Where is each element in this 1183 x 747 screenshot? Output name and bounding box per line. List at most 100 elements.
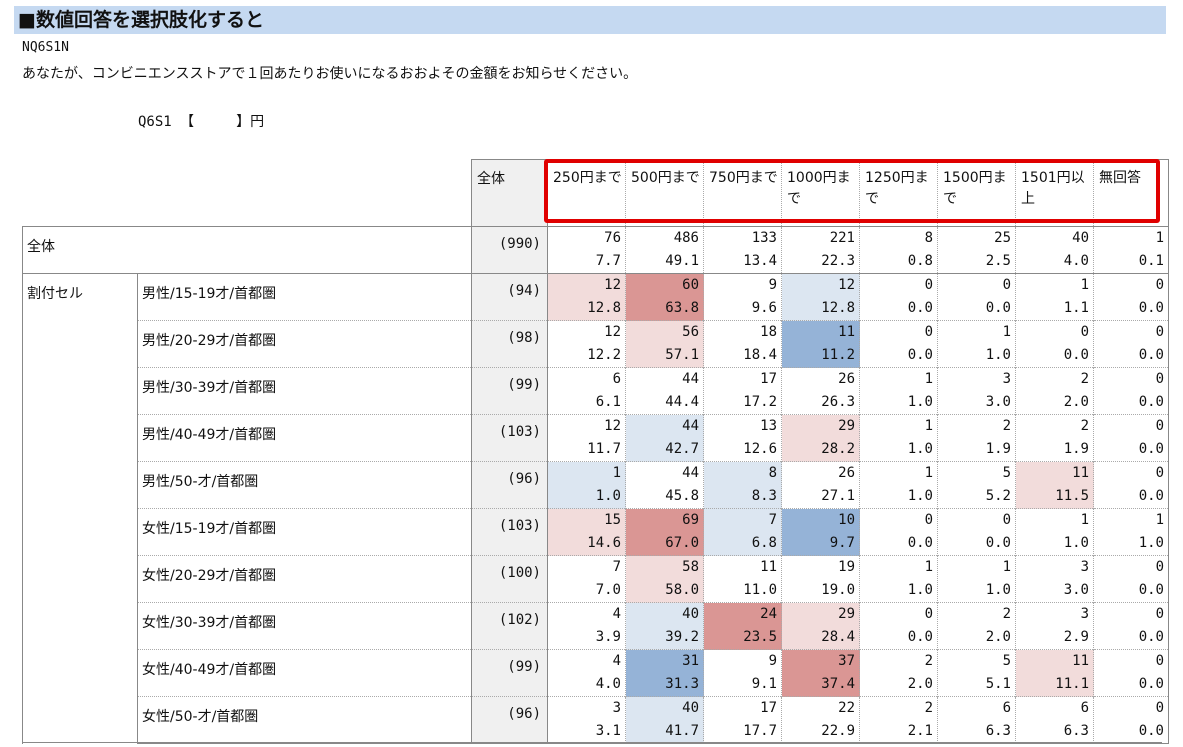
data-cell: 40 41.7 — [625, 696, 704, 744]
percent-value: 2.0 — [985, 629, 1011, 645]
percent-value: 13.4 — [743, 253, 777, 269]
data-cell: 0 0.0 — [1093, 555, 1169, 603]
data-cell: 69 67.0 — [625, 508, 704, 556]
data-cell: 2 1.9 — [1015, 414, 1094, 462]
percent-value: 2.1 — [907, 723, 933, 739]
count-value: 3 — [612, 700, 621, 716]
data-cell: 1 1.0 — [547, 461, 626, 509]
data-cell: 3 2.9 — [1015, 602, 1094, 650]
row-label: 男性/40-49才/首都圏 — [137, 414, 472, 462]
count-value: 5 — [1002, 465, 1011, 481]
data-cell: 6 6.1 — [547, 367, 626, 415]
data-cell: 0 0.0 — [937, 508, 1016, 556]
count-value: 9 — [768, 653, 777, 669]
percent-value: 0.0 — [1138, 723, 1164, 739]
count-value: 37 — [838, 653, 855, 669]
percent-value: 3.0 — [985, 394, 1011, 410]
data-cell: 5 5.2 — [937, 461, 1016, 509]
data-cell: 0 0.0 — [1093, 367, 1169, 415]
percent-value: 63.8 — [665, 300, 699, 316]
count-value: 5 — [1002, 653, 1011, 669]
data-cell: 6 6.3 — [1015, 696, 1094, 744]
percent-value: 9.6 — [751, 300, 777, 316]
header-category: 1500円まで — [937, 159, 1016, 227]
percent-value: 2.5 — [985, 253, 1011, 269]
percent-value: 1.0 — [907, 488, 933, 504]
count-value: 17 — [760, 700, 777, 716]
data-cell: 4 4.0 — [547, 649, 626, 697]
percent-value: 0.8 — [907, 253, 933, 269]
count-value: 29 — [838, 606, 855, 622]
percent-value: 0.0 — [985, 535, 1011, 551]
row-label: 男性/50-才/首都圏 — [137, 461, 472, 509]
data-cell: 40 39.2 — [625, 602, 704, 650]
data-cell: 0 0.0 — [1093, 320, 1169, 368]
row-label: 男性/20-29才/首都圏 — [137, 320, 472, 368]
data-cell: 1 1.1 — [1015, 273, 1094, 321]
percent-value: 12.2 — [587, 347, 621, 363]
count-value: 40 — [682, 606, 699, 622]
count-value: 22 — [838, 700, 855, 716]
count-value: 1 — [1155, 230, 1164, 246]
count-value: 0 — [1155, 559, 1164, 575]
data-cell: 8 8.3 — [703, 461, 782, 509]
base-count: (96) — [471, 696, 548, 744]
data-cell: 3 3.1 — [547, 696, 626, 744]
table-row: 女性/20-29才/首都圏 (100) 7 7.0 58 58.0 11 11.0 19 19.0… — [23, 555, 1169, 603]
count-value: 15 — [604, 512, 621, 528]
count-value: 3 — [1002, 371, 1011, 387]
percent-value: 37.4 — [821, 676, 855, 692]
data-cell: 0 0.0 — [1093, 461, 1169, 509]
percent-value: 12.8 — [821, 300, 855, 316]
count-value: 58 — [682, 559, 699, 575]
percent-value: 0.0 — [1138, 629, 1164, 645]
data-cell: 0 0.0 — [1093, 414, 1169, 462]
divider — [22, 742, 1162, 743]
header-category: 500円まで — [625, 159, 704, 227]
row-label: 女性/30-39才/首都圏 — [137, 602, 472, 650]
header-category: 無回答 — [1093, 159, 1169, 227]
count-value: 0 — [1155, 700, 1164, 716]
data-cell: 17 17.2 — [703, 367, 782, 415]
percent-value: 0.0 — [1138, 347, 1164, 363]
percent-value: 0.0 — [1138, 394, 1164, 410]
section-title: ■数値回答を選択肢化すると — [14, 6, 1166, 34]
percent-value: 27.1 — [821, 488, 855, 504]
data-cell: 1 1.0 — [1015, 508, 1094, 556]
table-row: 女性/40-49才/首都圏 (99) 4 4.0 31 31.3 9 9.1 37 37.4 2 2.… — [23, 649, 1169, 697]
percent-value: 0.0 — [985, 300, 1011, 316]
percent-value: 9.7 — [829, 535, 855, 551]
count-value: 1 — [924, 465, 933, 481]
table-row: 男性/30-39才/首都圏 (99) 6 6.1 44 44.4 17 17.2 26 26.3 1… — [23, 367, 1169, 415]
percent-value: 3.0 — [1063, 582, 1089, 598]
data-cell: 12 12.2 — [547, 320, 626, 368]
count-value: 8 — [924, 230, 933, 246]
percent-value: 6.3 — [1063, 723, 1089, 739]
base-count: (96) — [471, 461, 548, 509]
percent-value: 11.0 — [743, 582, 777, 598]
data-cell: 44 42.7 — [625, 414, 704, 462]
percent-value: 12.8 — [587, 300, 621, 316]
count-value: 44 — [682, 371, 699, 387]
data-cell: 29 28.4 — [781, 602, 860, 650]
percent-value: 7.7 — [595, 253, 621, 269]
percent-value: 9.1 — [751, 676, 777, 692]
count-value: 4 — [612, 606, 621, 622]
count-value: 2 — [1002, 606, 1011, 622]
data-cell: 26 26.3 — [781, 367, 860, 415]
data-cell: 1 1.0 — [859, 414, 938, 462]
row-label: 女性/20-29才/首都圏 — [137, 555, 472, 603]
row-label: 全体 — [22, 226, 472, 274]
data-cell: 133 13.4 — [703, 226, 782, 274]
percent-value: 57.1 — [665, 347, 699, 363]
percent-value: 6.1 — [595, 394, 621, 410]
data-cell: 12 11.7 — [547, 414, 626, 462]
data-cell: 2 2.1 — [859, 696, 938, 744]
count-value: 12 — [604, 418, 621, 434]
data-cell: 44 44.4 — [625, 367, 704, 415]
count-value: 6 — [1002, 700, 1011, 716]
count-value: 8 — [768, 465, 777, 481]
percent-value: 8.3 — [751, 488, 777, 504]
data-cell: 0 0.0 — [1093, 696, 1169, 744]
data-cell: 2 2.0 — [859, 649, 938, 697]
